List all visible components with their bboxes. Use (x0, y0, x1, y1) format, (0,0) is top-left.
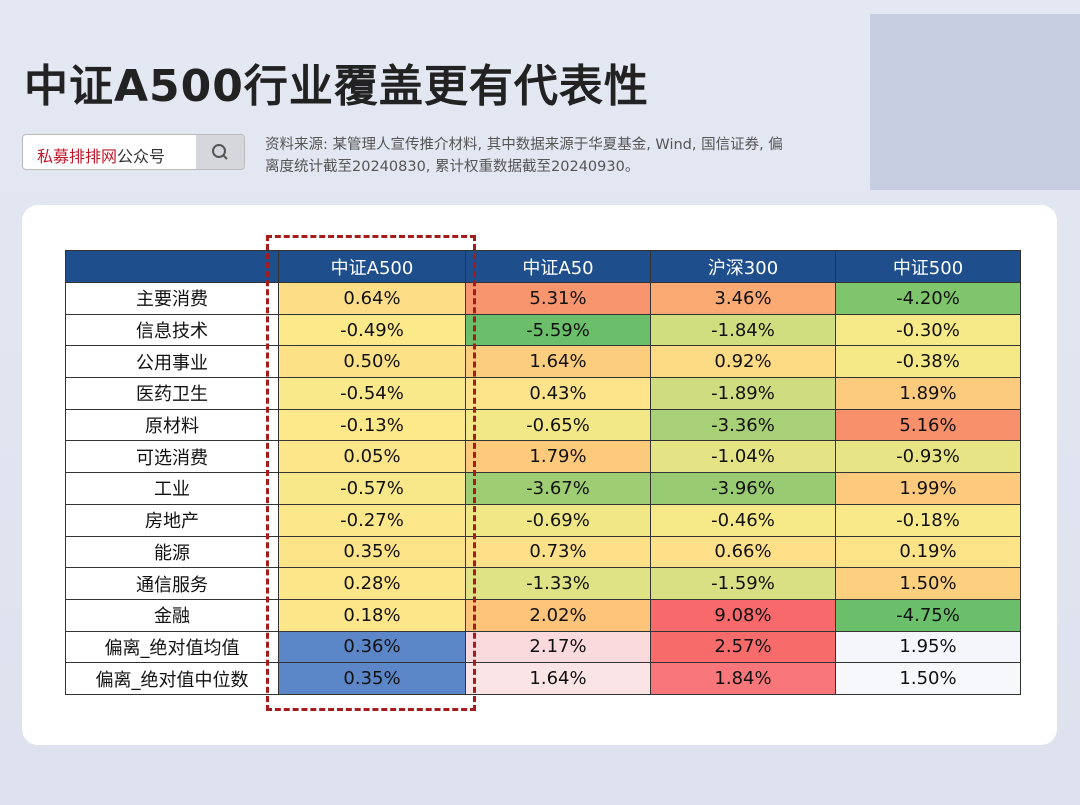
cell: -1.59% (650, 567, 836, 600)
cell: 1.84% (650, 662, 836, 695)
table-row: 偏离_绝对值均值 0.36% 2.17% 2.57% 1.95% (65, 630, 1021, 664)
table-row: 可选消费 0.05% 1.79% -1.04% -0.93% (65, 440, 1021, 474)
cell: -3.96% (650, 472, 836, 505)
cell: 1.50% (835, 567, 1021, 600)
cell: 0.35% (278, 535, 466, 569)
cell: 0.05% (278, 440, 466, 474)
cell: -0.30% (835, 313, 1021, 347)
search-button[interactable] (196, 135, 244, 169)
highlight-frame (266, 235, 476, 711)
row-label: 偏离_绝对值均值 (65, 630, 279, 664)
cell: 5.16% (835, 408, 1021, 442)
cell: 1.99% (835, 472, 1021, 505)
cell: -0.69% (465, 503, 651, 537)
cell: 1.64% (465, 662, 651, 695)
cell: 1.95% (835, 630, 1021, 664)
cell: -1.84% (650, 313, 836, 347)
cell: -0.57% (278, 472, 466, 505)
row-label: 金融 (65, 598, 279, 632)
table-row: 工业 -0.57% -3.67% -3.96% 1.99% (65, 472, 1021, 505)
cover-block (870, 14, 1080, 190)
cell: -3.36% (650, 408, 836, 442)
cell: 2.17% (465, 630, 651, 664)
cell: 1.89% (835, 377, 1021, 410)
cell: 5.31% (465, 282, 651, 315)
column-header: 中证A50 (465, 250, 651, 283)
cell: -3.67% (465, 472, 651, 505)
cell: -0.13% (278, 408, 466, 442)
search-text: 私募排排网公众号 (37, 143, 165, 167)
source-line: 离度统计截至20240830, 累计权重数据截至20240930。 (265, 159, 640, 175)
row-label: 主要消费 (65, 282, 279, 315)
row-label: 可选消费 (65, 440, 279, 474)
row-label: 偏离_绝对值中位数 (65, 662, 279, 695)
brand: 私募排排网 (37, 147, 118, 166)
cell: -0.65% (465, 408, 651, 442)
table-row: 原材料 -0.13% -0.65% -3.36% 5.16% (65, 408, 1021, 442)
row-label: 原材料 (65, 408, 279, 442)
suffix: 公众号 (117, 147, 166, 166)
cell: 0.43% (465, 377, 651, 410)
cell: -5.59% (465, 313, 651, 347)
source-note: 资料来源: 某管理人宣传推介材料, 其中数据来源于华夏基金, Wind, 国信证… (265, 134, 783, 178)
row-label: 信息技术 (65, 313, 279, 347)
source-line: 资料来源: 某管理人宣传推介材料, 其中数据来源于华夏基金, Wind, 国信证… (265, 137, 783, 153)
search-box[interactable]: 私募排排网公众号 (22, 134, 245, 170)
table-row: 公用事业 0.50% 1.64% 0.92% -0.38% (65, 345, 1021, 379)
cell: -4.20% (835, 282, 1021, 315)
search-icon (212, 144, 228, 160)
cell: 1.64% (465, 345, 651, 379)
table-row: 主要消费 0.64% 5.31% 3.46% -4.20% (65, 282, 1021, 315)
cell: 0.28% (278, 567, 466, 600)
cell: 3.46% (650, 282, 836, 315)
table-row: 金融 0.18% 2.02% 9.08% -4.75% (65, 598, 1021, 632)
cell: -1.04% (650, 440, 836, 474)
table-row: 房地产 -0.27% -0.69% -0.46% -0.18% (65, 503, 1021, 537)
corner-cell (65, 250, 279, 283)
cell: -4.75% (835, 598, 1021, 632)
table-row: 通信服务 0.28% -1.33% -1.59% 1.50% (65, 567, 1021, 600)
cell: -0.49% (278, 313, 466, 347)
cell: 0.66% (650, 535, 836, 569)
row-label: 房地产 (65, 503, 279, 537)
cell: -0.18% (835, 503, 1021, 537)
cell: 1.50% (835, 662, 1021, 695)
cell: 0.36% (278, 630, 466, 664)
cell: 2.57% (650, 630, 836, 664)
table-row: 医药卫生 -0.54% 0.43% -1.89% 1.89% (65, 377, 1021, 410)
table-row: 信息技术 -0.49% -5.59% -1.84% -0.30% (65, 313, 1021, 347)
row-label: 医药卫生 (65, 377, 279, 410)
table-row: 能源 0.35% 0.73% 0.66% 0.19% (65, 535, 1021, 569)
cell: -1.33% (465, 567, 651, 600)
cell: -0.46% (650, 503, 836, 537)
cell: 0.64% (278, 282, 466, 315)
cell: 0.73% (465, 535, 651, 569)
cell: 9.08% (650, 598, 836, 632)
cell: -0.38% (835, 345, 1021, 379)
table: 中证A500 中证A50 沪深300 中证500 主要消费 0.64% 5.31% 3.46%… (65, 250, 1021, 695)
column-header: 中证500 (835, 250, 1021, 283)
cell: 1.79% (465, 440, 651, 474)
column-header: 中证A500 (278, 250, 466, 283)
row-label: 公用事业 (65, 345, 279, 379)
row-label: 通信服务 (65, 567, 279, 600)
cell: 0.35% (278, 662, 466, 695)
cell: 0.92% (650, 345, 836, 379)
cell: -0.27% (278, 503, 466, 537)
row-label: 能源 (65, 535, 279, 569)
cell: -0.93% (835, 440, 1021, 474)
row-label: 工业 (65, 472, 279, 505)
cell: 0.18% (278, 598, 466, 632)
column-header: 沪深300 (650, 250, 836, 283)
table-row: 偏离_绝对值中位数 0.35% 1.64% 1.84% 1.50% (65, 662, 1021, 695)
cell: 0.19% (835, 535, 1021, 569)
title: 中证A500行业覆盖更有代表性 (24, 61, 649, 112)
cell: -0.54% (278, 377, 466, 410)
cell: 2.02% (465, 598, 651, 632)
cell: -1.89% (650, 377, 836, 410)
cell: 0.50% (278, 345, 466, 379)
